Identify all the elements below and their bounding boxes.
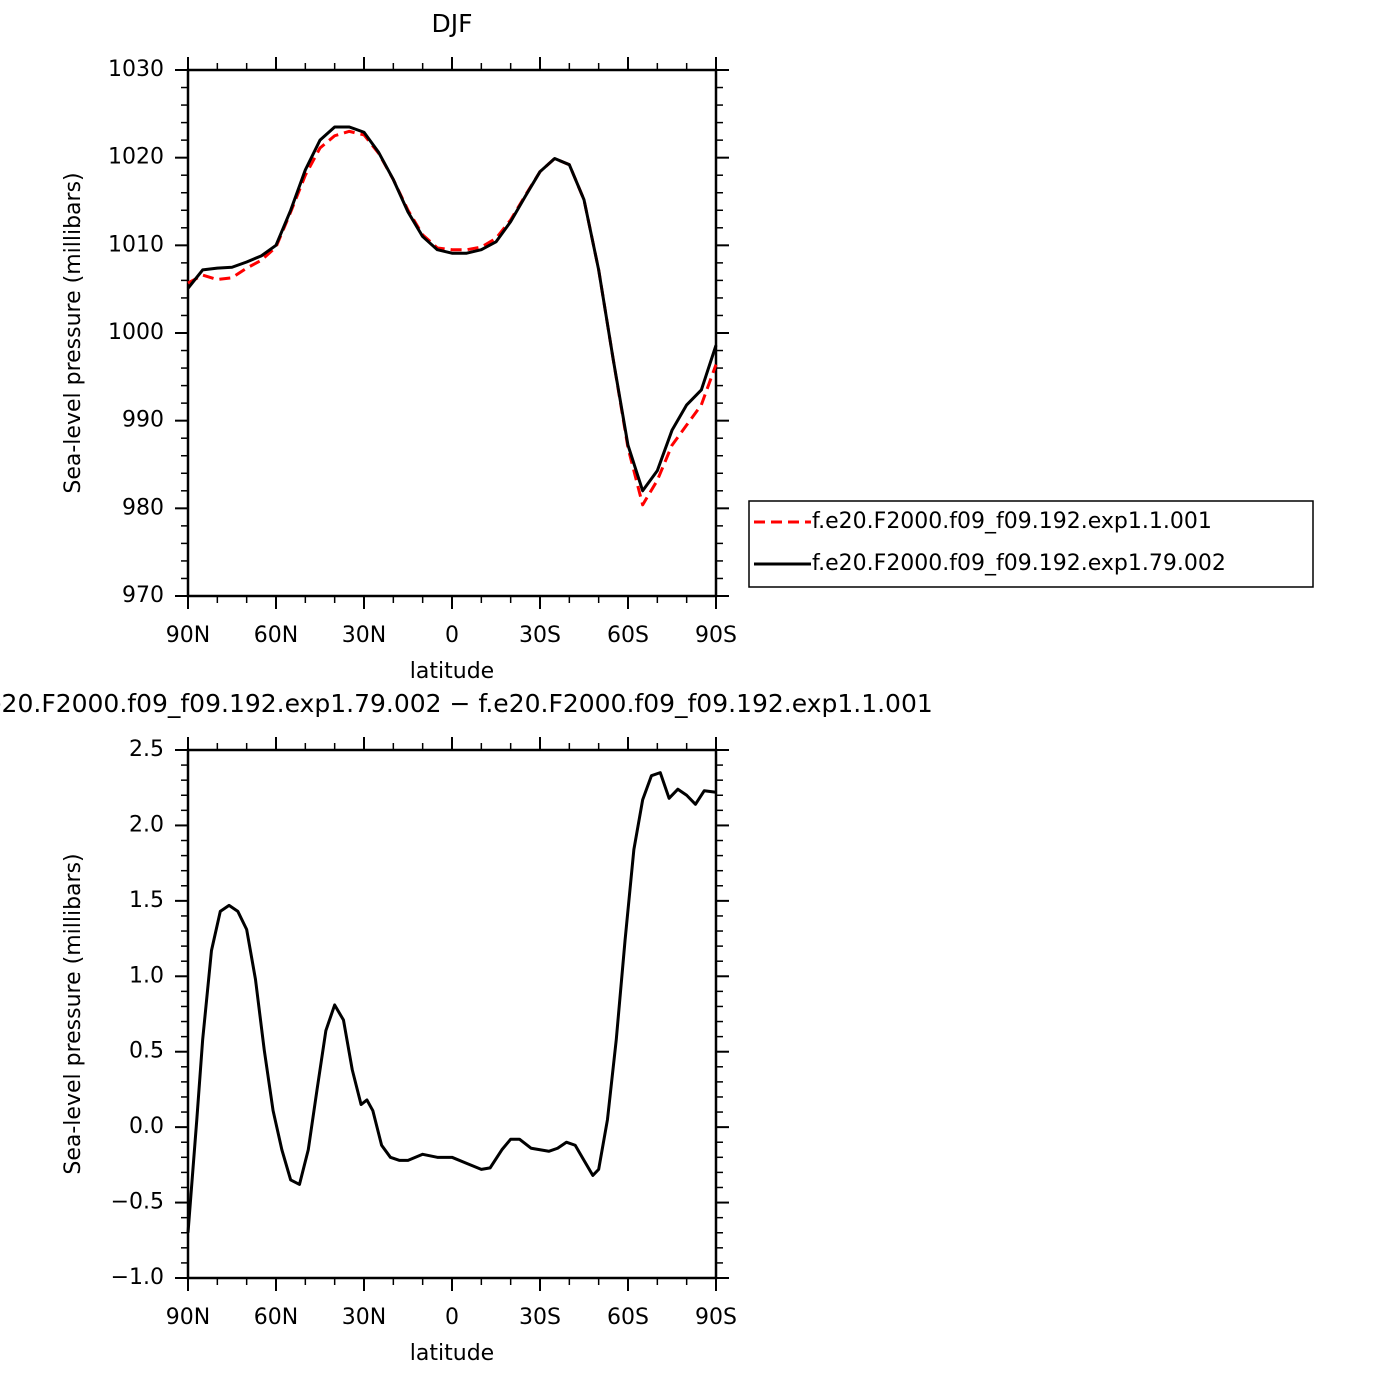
y-tick-label: 1000 [108, 320, 164, 345]
y-tick-label: 2.5 [129, 737, 164, 762]
y-tick-label: 990 [122, 408, 164, 433]
y-tick-label: −0.5 [111, 1190, 164, 1215]
chart-title: f.e20.F2000.f09_f09.192.exp1.79.002 − f.… [0, 689, 933, 718]
x-tick-label: 0 [445, 623, 459, 648]
x-tick-label: 30N [342, 1305, 386, 1330]
x-tick-label: 0 [445, 1305, 459, 1330]
y-tick-label: 2.0 [129, 812, 164, 837]
x-tick-label: 60N [254, 1305, 298, 1330]
data-line [186, 771, 717, 1233]
x-tick-label: 90N [166, 1305, 210, 1330]
y-tick-label: 970 [122, 583, 164, 608]
plot-frame [186, 748, 718, 1280]
y-tick-label: −1.0 [111, 1265, 164, 1290]
y-tick-label: 1.0 [129, 963, 164, 988]
series-line [187, 129, 718, 507]
x-axis-label: latitude [410, 659, 494, 684]
legend-label: f.e20.F2000.f09_f09.192.exp1.1.001 [812, 509, 1212, 534]
plot-frame [186, 68, 718, 598]
y-tick-label: 980 [122, 495, 164, 520]
x-axis-label: latitude [410, 1341, 494, 1366]
y-tick-label: 0.5 [129, 1039, 164, 1064]
y-tick-label: 1010 [108, 232, 164, 257]
legend-box [748, 500, 1314, 588]
x-tick-label: 90S [695, 623, 737, 648]
x-tick-label: 90N [166, 623, 210, 648]
x-tick-label: 30S [519, 623, 561, 648]
x-tick-label: 30S [519, 1305, 561, 1330]
x-tick-label: 60S [607, 623, 649, 648]
x-tick-label: 60N [254, 623, 298, 648]
x-tick-label: 30N [342, 623, 386, 648]
legend-label: f.e20.F2000.f09_f09.192.exp1.79.002 [812, 551, 1226, 576]
x-tick-label: 60S [607, 1305, 649, 1330]
y-tick-label: 1.5 [129, 888, 164, 913]
y-axis-label: Sea-level pressure (millibars) [61, 853, 86, 1174]
y-tick-label: 1030 [108, 57, 164, 82]
y-tick-label: 1020 [108, 145, 164, 170]
x-tick-label: 90S [695, 1305, 737, 1330]
y-axis-label: Sea-level pressure (millibars) [61, 172, 86, 493]
y-tick-label: 0.0 [129, 1114, 164, 1139]
series-line [186, 125, 718, 493]
chart-title: DJF [431, 9, 472, 38]
